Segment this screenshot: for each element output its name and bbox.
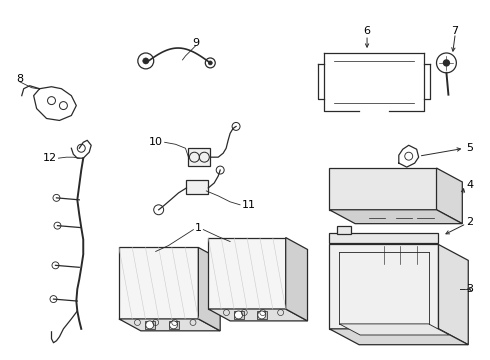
Circle shape <box>258 311 266 319</box>
Bar <box>169 321 178 329</box>
Text: 12: 12 <box>42 153 56 163</box>
Polygon shape <box>119 319 220 331</box>
Circle shape <box>235 311 243 319</box>
Text: 9: 9 <box>192 38 199 48</box>
Bar <box>187 180 208 194</box>
Polygon shape <box>119 247 198 319</box>
Text: 11: 11 <box>242 200 256 210</box>
Polygon shape <box>439 244 468 345</box>
Circle shape <box>443 60 449 66</box>
Polygon shape <box>329 329 468 345</box>
Polygon shape <box>339 324 449 335</box>
Text: 3: 3 <box>466 284 473 294</box>
Circle shape <box>170 321 177 329</box>
Bar <box>329 233 439 243</box>
Bar <box>257 311 267 319</box>
Polygon shape <box>286 238 308 321</box>
Bar <box>234 311 244 319</box>
Polygon shape <box>329 168 437 210</box>
Circle shape <box>146 321 154 329</box>
Polygon shape <box>329 244 439 329</box>
Text: 6: 6 <box>364 26 370 36</box>
Text: 10: 10 <box>148 137 163 147</box>
Polygon shape <box>208 309 308 321</box>
Circle shape <box>143 58 149 64</box>
Text: 7: 7 <box>451 26 458 36</box>
Polygon shape <box>208 238 286 309</box>
Text: 4: 4 <box>466 180 473 190</box>
Bar <box>337 226 351 234</box>
Text: 8: 8 <box>16 74 24 84</box>
Text: 2: 2 <box>466 217 473 227</box>
Bar <box>189 148 210 166</box>
Polygon shape <box>437 168 462 224</box>
Polygon shape <box>329 210 462 224</box>
Text: 5: 5 <box>466 143 473 153</box>
Text: 1: 1 <box>195 222 202 233</box>
Polygon shape <box>198 247 220 331</box>
Bar <box>145 321 155 329</box>
Circle shape <box>208 61 212 65</box>
